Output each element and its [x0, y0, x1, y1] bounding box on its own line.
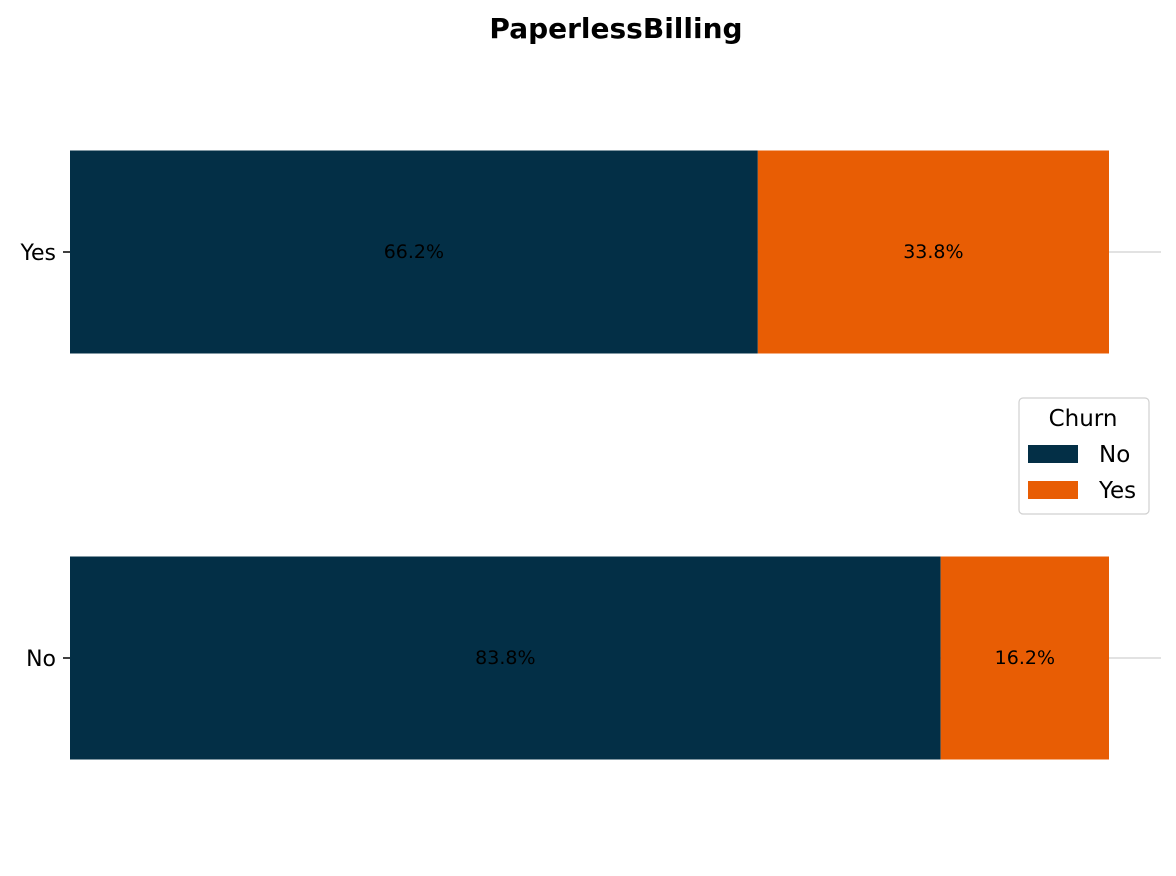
bar-no-churn-no	[70, 556, 941, 760]
bar-yes-churn-no	[70, 150, 758, 354]
chart-title: PaperlessBilling	[489, 12, 742, 45]
bar-segments	[70, 150, 1109, 760]
data-label-yes-churn-no: 66.2%	[384, 241, 444, 263]
bar-no-churn-yes	[940, 556, 1109, 760]
legend-title: Churn	[1049, 406, 1118, 432]
legend: Churn No Yes	[1018, 397, 1150, 515]
legend-entries: No Yes	[1028, 442, 1136, 504]
y-tick-label-no: No	[26, 647, 56, 672]
data-label-no-churn-yes: 16.2%	[995, 647, 1055, 669]
legend-swatch-no	[1028, 445, 1078, 463]
legend-label-yes: Yes	[1098, 478, 1136, 504]
y-tick-label-yes: Yes	[19, 241, 56, 266]
data-label-yes-churn-yes: 33.8%	[903, 241, 963, 263]
bar-data-labels: 83.8% 16.2% 66.2% 33.8%	[384, 241, 1055, 669]
data-label-no-churn-no: 83.8%	[475, 647, 535, 669]
legend-label-no: No	[1099, 442, 1130, 468]
legend-swatch-yes	[1028, 481, 1078, 499]
bar-yes-churn-yes	[757, 150, 1109, 354]
y-axis: No Yes	[19, 241, 70, 672]
